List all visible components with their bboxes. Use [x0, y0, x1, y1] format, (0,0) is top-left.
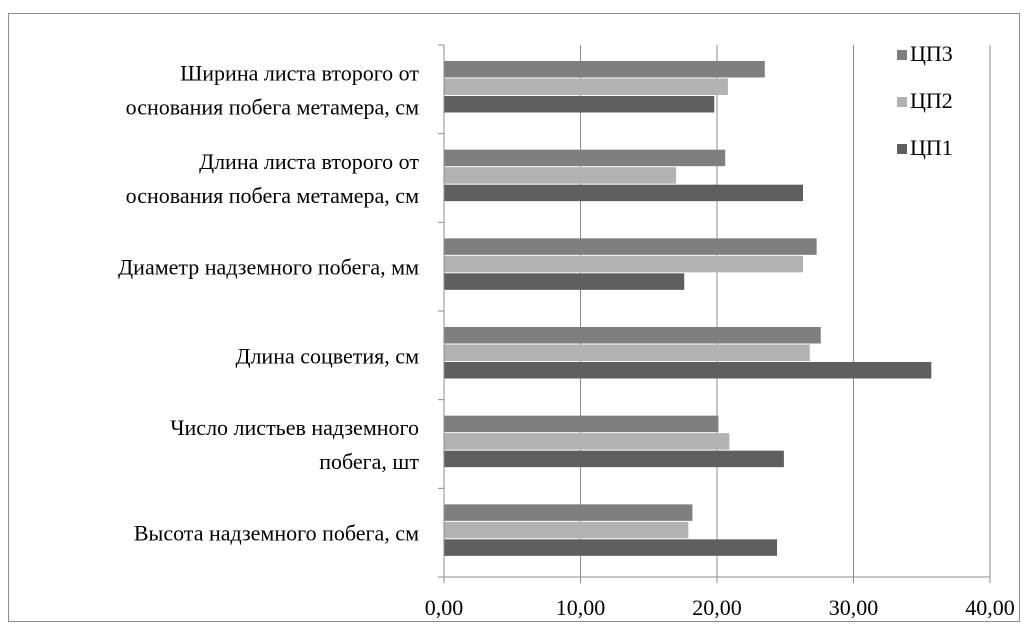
- category-label: основания побега метамера, см: [126, 94, 419, 119]
- bar-цп2: [444, 255, 803, 273]
- bar-цп3: [444, 149, 726, 167]
- bar-цп1: [444, 184, 803, 202]
- bar-цп3: [444, 238, 817, 255]
- category-label: Число листьев надземного: [170, 415, 419, 440]
- x-tick-label: 10,00: [556, 595, 606, 620]
- bar-цп2: [444, 344, 810, 361]
- category-label: Ширина листа второго от: [180, 60, 419, 85]
- bar-цп1: [444, 96, 715, 113]
- legend-swatch-цп2: [897, 97, 907, 107]
- bar-цп2: [444, 167, 677, 184]
- bar-цп1: [444, 539, 778, 556]
- x-tick-label: 20,00: [692, 595, 742, 620]
- legend-label: ЦП2: [910, 88, 953, 113]
- bar-цп1: [444, 450, 784, 468]
- bar-цп1: [444, 362, 932, 379]
- bar-цп1: [444, 273, 685, 290]
- bar-цп3: [444, 61, 765, 78]
- bar-цп3: [444, 327, 821, 344]
- bar-цп2: [444, 433, 730, 450]
- category-label: Длина соцветия, см: [235, 343, 419, 368]
- category-label: Длина листа второго от: [199, 149, 419, 174]
- x-tick-label: 0,00: [425, 595, 464, 620]
- bar-цп3: [444, 415, 719, 433]
- category-label: Высота надземного побега, см: [134, 521, 419, 546]
- x-tick-label: 30,00: [829, 595, 879, 620]
- bar-цп3: [444, 504, 693, 521]
- category-label: основания побега метамера, см: [126, 183, 419, 208]
- legend-swatch-цп1: [897, 144, 907, 154]
- x-tick-label: 40,00: [965, 595, 1015, 620]
- category-label: Диаметр надземного побега, мм: [118, 255, 419, 280]
- legend-label: ЦП3: [910, 41, 953, 66]
- legend-label: ЦП1: [910, 135, 953, 160]
- bar-цп2: [444, 521, 689, 539]
- legend-swatch-цп3: [897, 50, 907, 60]
- bar-цп2: [444, 78, 728, 95]
- category-label: побега, шт: [319, 449, 419, 474]
